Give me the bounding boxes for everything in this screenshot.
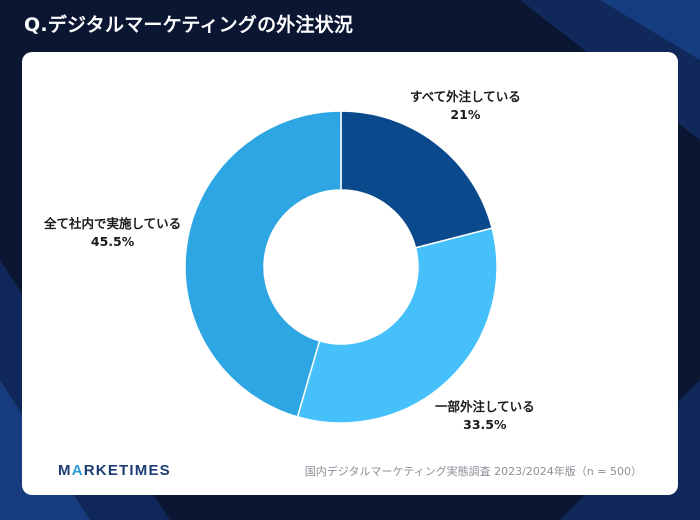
slice-label-text: 全て社内で実施している — [44, 216, 182, 231]
donut-chart — [184, 110, 498, 424]
slice-label-value: 45.5% — [90, 234, 135, 249]
slice-label-value: 21% — [450, 107, 481, 122]
source-note: 国内デジタルマーケティング実態調査 2023/2024年版（n = 500） — [304, 465, 642, 478]
slice-label-partly-outsourced: 一部外注している 33.5% — [435, 398, 535, 434]
page-title: Q.デジタルマーケティングの外注状況 — [24, 14, 354, 36]
slice-partly-outsourced — [296, 227, 498, 424]
slice-label-text: すべて外注している — [410, 89, 521, 104]
marketimes-logo: MARKETIMES — [58, 462, 171, 479]
chart-card: すべて外注している 21% 一部外注している 33.5% 全て社内で実施している… — [22, 52, 678, 495]
slice-label-all-inhouse: 全て社内で実施している 45.5% — [44, 215, 181, 251]
slice-all-inhouse — [184, 110, 342, 418]
slice-all-outsourced — [340, 110, 494, 249]
slice-label-all-outsourced: すべて外注している 21% — [410, 88, 521, 124]
slice-label-value: 33.5% — [463, 417, 507, 432]
slice-label-text: 一部外注している — [435, 399, 535, 414]
